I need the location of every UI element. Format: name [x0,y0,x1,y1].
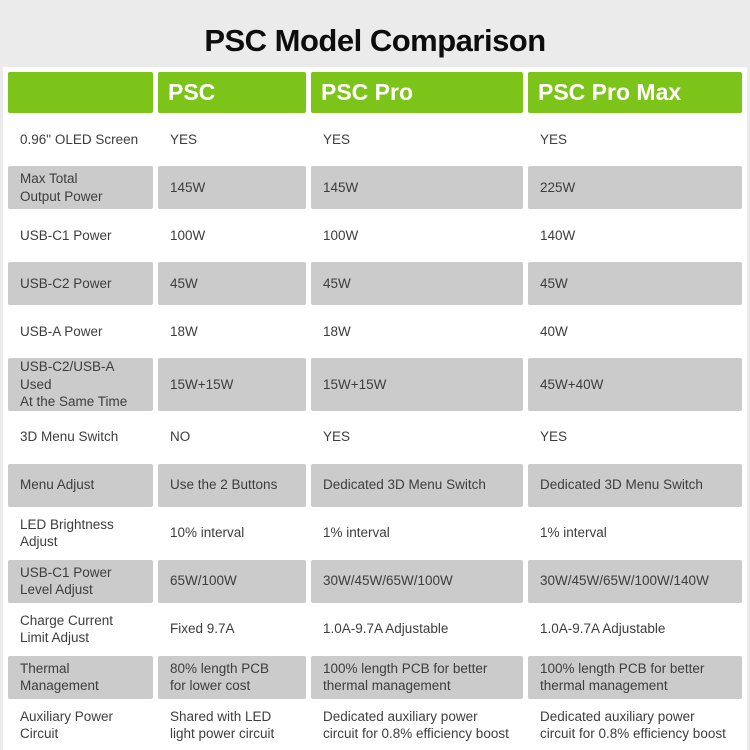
value-cell: Dedicated 3D Menu Switch [311,463,523,507]
value-cell: 225W [528,166,742,209]
value-cell: 18W [311,310,523,353]
value-cell: YES [311,415,523,459]
value-cell: Shared with LED light power circuit [158,703,306,747]
feature-cell: USB-C2 Power [8,262,153,305]
column-header-feature [8,72,153,113]
value-cell: 100% length PCB for better thermal manag… [528,655,742,699]
value-cell: 40W [528,310,742,353]
feature-cell: USB-C2/USB-A Used At the Same Time [8,358,153,411]
value-cell: 45W [311,262,523,305]
value-cell: 18W [158,310,306,353]
value-cell: Dedicated auxiliary power circuit for 0.… [311,703,523,747]
feature-cell: USB-C1 Power Level Adjust [8,559,153,603]
table-row: USB-C2 Power 45W 45W 45W [8,262,742,305]
value-cell: 145W [311,166,523,209]
comparison-table: PSC PSC Pro PSC Pro Max 0.96" OLED Scree… [3,67,747,750]
feature-cell: Max Total Output Power [8,166,153,209]
value-cell: 145W [158,166,306,209]
feature-cell: Charge Current Limit Adjust [8,607,153,651]
table-row: USB-C1 Power 100W 100W 140W [8,214,742,257]
value-cell: 30W/45W/65W/100W [311,559,523,603]
value-cell: 10% interval [158,511,306,555]
value-cell: 1% interval [311,511,523,555]
value-cell: Use the 2 Buttons [158,463,306,507]
value-cell: YES [158,118,306,161]
table-row: Auxiliary Power Circuit Shared with LED … [8,703,742,747]
feature-cell: 0.96" OLED Screen [8,118,153,161]
column-header-psc-pro-max: PSC Pro Max [528,72,742,113]
table-row: Max Total Output Power 145W 145W 225W [8,166,742,209]
value-cell: 45W [528,262,742,305]
value-cell: 80% length PCB for lower cost [158,655,306,699]
table-row: 3D Menu Switch NO YES YES [8,415,742,459]
value-cell: YES [311,118,523,161]
column-header-psc: PSC [158,72,306,113]
feature-cell: 3D Menu Switch [8,415,153,459]
value-cell: 15W+15W [311,358,523,411]
feature-cell: Menu Adjust [8,463,153,507]
value-cell: YES [528,415,742,459]
value-cell: NO [158,415,306,459]
feature-cell: Auxiliary Power Circuit [8,703,153,747]
table-row: 0.96" OLED Screen YES YES YES [8,118,742,161]
value-cell: 100W [158,214,306,257]
column-header-psc-pro: PSC Pro [311,72,523,113]
feature-cell: LED Brightness Adjust [8,511,153,555]
value-cell: 15W+15W [158,358,306,411]
value-cell: Dedicated 3D Menu Switch [528,463,742,507]
table-row: USB-C1 Power Level Adjust 65W/100W 30W/4… [8,559,742,603]
value-cell: 45W+40W [528,358,742,411]
feature-cell: Thermal Management [8,655,153,699]
header-row: PSC PSC Pro PSC Pro Max [8,72,742,113]
value-cell: 65W/100W [158,559,306,603]
value-cell: 1% interval [528,511,742,555]
table-row: LED Brightness Adjust 10% interval 1% in… [8,511,742,555]
value-cell: 1.0A-9.7A Adjustable [311,607,523,651]
table-row: Charge Current Limit Adjust Fixed 9.7A 1… [8,607,742,651]
value-cell: YES [528,118,742,161]
table-row: USB-C2/USB-A Used At the Same Time 15W+1… [8,358,742,411]
value-cell: 45W [158,262,306,305]
value-cell: 1.0A-9.7A Adjustable [528,607,742,651]
value-cell: 100W [311,214,523,257]
value-cell: 30W/45W/65W/100W/140W [528,559,742,603]
feature-cell: USB-A Power [8,310,153,353]
feature-cell: USB-C1 Power [8,214,153,257]
table-row: Thermal Management 80% length PCB for lo… [8,655,742,699]
value-cell: Dedicated auxiliary power circuit for 0.… [528,703,742,747]
value-cell: Fixed 9.7A [158,607,306,651]
table-row: Menu Adjust Use the 2 Buttons Dedicated … [8,463,742,507]
page-title: PSC Model Comparison [204,23,546,58]
value-cell: 100% length PCB for better thermal manag… [311,655,523,699]
table-row: USB-A Power 18W 18W 40W [8,310,742,353]
value-cell: 140W [528,214,742,257]
